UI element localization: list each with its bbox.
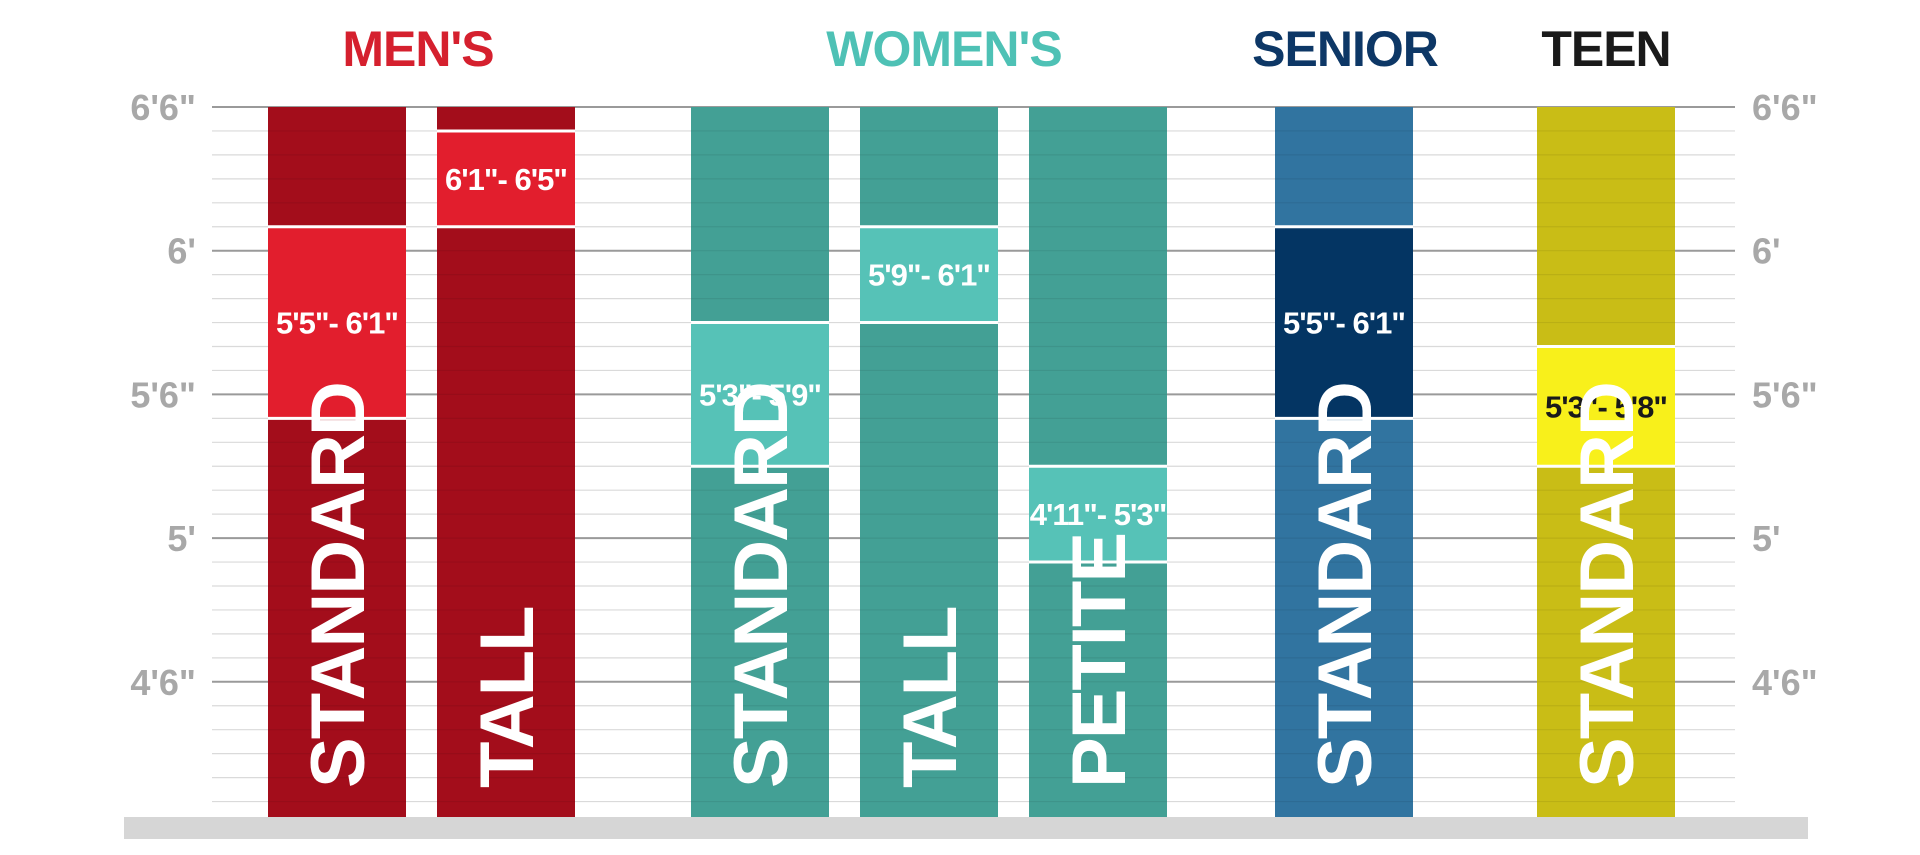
range-highlight [1029,466,1167,563]
range-label: 5'3"- 5'8" [1545,389,1667,424]
range-highlight [437,130,575,227]
range-label: 6'1"- 6'5" [445,162,567,197]
range-highlight [860,226,998,323]
bar-name-label: TALL [465,607,550,788]
group-label: MEN'S [342,21,493,77]
bar: 6'1"- 6'5" TALL [437,107,575,817]
bars: 5'5"- 6'1" STANDARD 6'1"- 6'5" TALL 5'3"- 5'… [268,107,1675,817]
range-label: 4'11"- 5'3" [1030,497,1167,532]
y-tick-label-left: 6' [167,231,196,272]
group-label: WOMEN'S [826,21,1061,77]
range-highlight [691,322,829,467]
bar-column [1029,107,1167,817]
y-axis-ticks: 4'6" 4'6" 5' 5' 5'6" 5'6" 6' 6' 6'6" 6'6" [130,87,1817,703]
range-label: 5'3"- 5'9" [699,377,821,412]
bar-name-label: STANDARD [1303,383,1388,788]
range-label: 5'5"- 6'1" [276,306,398,341]
range-highlight [1537,346,1675,467]
y-tick-label-right: 4'6" [1752,662,1818,703]
y-tick-label-left: 6'6" [130,87,196,128]
bar: 5'3"- 5'9"STANDARD [691,107,829,817]
y-tick-label-left: 5' [167,518,196,559]
y-tick-label-left: 5'6" [130,374,196,415]
bar: 5'9"- 6'1" TALL [860,107,998,817]
range-highlight [268,226,406,419]
bar: 5'5"- 6'1" STANDARD [1275,107,1413,817]
bar: 5'3"- 5'8"STANDARD [1537,107,1675,817]
group-label: TEEN [1541,21,1670,77]
bar: 4'11"- 5'3"PETITE [1029,107,1167,817]
group-label: SENIOR [1252,21,1439,77]
range-label: 5'5"- 6'1" [1283,306,1405,341]
range-highlight [1275,226,1413,419]
bar-name-label: PETITE [1057,534,1142,788]
y-tick-label-right: 6'6" [1752,87,1818,128]
bar: 5'5"- 6'1" STANDARD [268,107,406,817]
y-tick-label-right: 5' [1752,518,1781,559]
y-tick-label-left: 4'6" [130,662,196,703]
group-headers: MEN'S WOMEN'S SENIOR TEEN [342,21,1671,77]
bar-name-label: TALL [888,607,973,788]
floor-baseline [124,817,1808,839]
bar-name-label: STANDARD [719,383,804,788]
y-tick-label-right: 5'6" [1752,374,1818,415]
bar-name-label: STANDARD [1565,383,1650,788]
range-label: 5'9"- 6'1" [868,258,990,293]
bar-name-label: STANDARD [296,383,381,788]
y-tick-label-right: 6' [1752,231,1781,272]
